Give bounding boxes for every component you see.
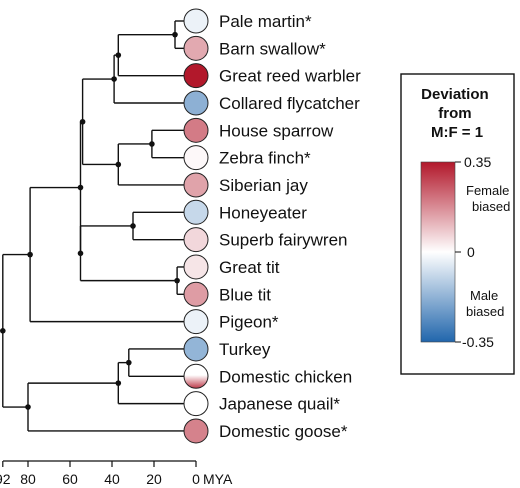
tip-circle [183,391,209,417]
tip-circle [183,117,209,143]
axis-tick-label: 92 [0,471,11,487]
tip-circle [183,35,209,61]
legend-male-line-1: Male [470,288,498,303]
node-dot-n5 [115,161,122,168]
legend-female-line-2: biased [472,199,510,214]
taxon-label: Honeyeater [219,203,307,222]
node-dot-n1 [172,31,178,38]
taxon-label: Great reed warbler [219,67,361,86]
axis-tick-label: 40 [104,471,120,487]
time-axis: MYA 92 80 60 40 20 0 [0,460,233,487]
node-dot-n2 [115,52,122,58]
node-dot-n4 [149,141,155,147]
tip-circle [183,199,209,225]
node-dot-n8 [174,277,180,284]
axis-tick-label: 20 [146,471,162,487]
node-dot-n3 [111,76,117,82]
tip-circle [183,172,209,198]
legend-title-line-3: M:F = 1 [431,124,483,141]
taxon-label: Pale martin* [219,12,312,31]
taxon-label: House sparrow [219,121,334,140]
legend-box [400,73,515,375]
tip-circle [183,418,209,444]
taxon-label: Japanese quail* [219,395,340,414]
node-dot-n15 [0,328,6,334]
axis-unit-label: MYA [203,471,233,487]
taxon-label: Siberian jay [219,176,308,195]
tree-nodes [0,31,180,410]
taxon-label: Turkey [219,340,271,359]
tip-circle [183,90,209,116]
node-dot-n12 [126,359,132,366]
tip-circle [183,363,209,389]
taxon-label: Domestic goose* [219,422,348,441]
tip-circle [183,227,209,253]
legend-female-line-1: Female [466,183,509,198]
legend-title-line-1: Deviation [421,86,489,103]
node-dot-n14 [25,404,31,410]
tip-circle [183,336,209,362]
legend-max-label: 0.35 [464,154,491,170]
legend-female-label: Female biased [466,183,513,214]
legend-zero-label: 0 [467,244,475,260]
tip-group: Pale martin* Barn swallow* Great reed warb… [183,8,361,444]
taxon-label: Blue tit [219,285,271,304]
axis-tick-label: 80 [20,471,36,487]
node-dot-n11 [27,251,33,258]
taxon-label: Zebra finch* [219,149,311,168]
node-dot-n6 [79,118,86,125]
legend-title: Deviation from M:F = 1 [421,86,493,141]
node-dot-n9 [77,250,84,257]
legend-title-line-2: from [438,105,471,122]
node-dot-n7 [130,223,136,229]
legend-male-label: Male biased [466,288,504,319]
tip-circle [183,145,209,171]
tip-circle [183,63,209,89]
tip-circle [183,309,209,335]
tip-circle [183,254,209,280]
tree-branches [0,20,184,432]
legend-male-line-2: biased [466,304,504,319]
taxon-label: Great tit [219,258,280,277]
taxon-label: Barn swallow* [219,39,326,58]
tip-circle [183,8,209,34]
legend-min-label: -0.35 [462,334,494,350]
tip-circle [183,281,209,307]
axis-tick-label: 60 [62,471,78,487]
axis-tick-label: 0 [192,471,200,487]
node-dot-n13 [115,380,122,386]
legend-color-bar [420,161,456,343]
node-dot-n10 [77,184,84,191]
taxon-label: Collared flycatcher [219,94,360,113]
taxon-label: Domestic chicken [219,367,352,386]
taxon-label: Pigeon* [219,313,279,332]
taxon-label: Superb fairywren [219,231,348,250]
legend: Deviation from M:F = 1 0.35 0 -0.35 Fema… [400,73,515,375]
